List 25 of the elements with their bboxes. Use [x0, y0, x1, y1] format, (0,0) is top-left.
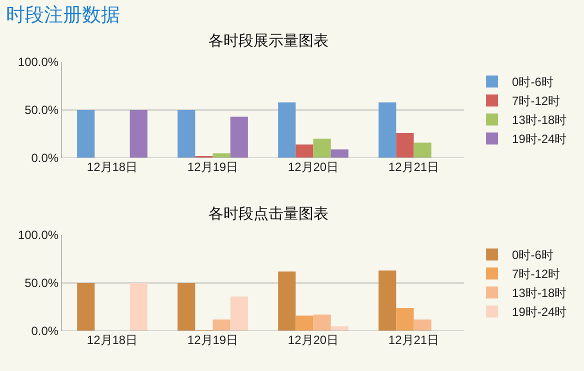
legend-label: 13时-18时: [512, 286, 567, 300]
y-tick-label: 50.0%: [24, 103, 59, 118]
x-tick-label: 12月21日: [388, 160, 440, 174]
x-tick-label: 12月21日: [388, 333, 440, 347]
legend-label: 0时-6时: [512, 248, 554, 262]
chart-title: 各时段点击量图表: [208, 206, 329, 223]
chart-title: 各时段展示量图表: [208, 32, 329, 50]
legend-label: 19时-24时: [512, 305, 567, 320]
legend-label: 13时-18时: [512, 113, 567, 128]
y-tick-label: 0.0%: [31, 151, 59, 166]
legend-label: 0时-6时: [512, 75, 554, 90]
text: 时段注册数据: [5, 3, 121, 28]
legend-label: 19时-24时: [512, 132, 567, 146]
x-tick-label: 12月18日: [86, 333, 138, 347]
x-tick-label: 12月20日: [288, 160, 339, 174]
legend-label: 7时-12时: [512, 267, 560, 282]
x-tick-label: 12月19日: [187, 160, 238, 174]
y-tick-label: 100.0%: [18, 228, 59, 242]
y-tick-label: 50.0%: [24, 276, 59, 290]
x-tick-label: 12月18日: [86, 160, 138, 174]
x-tick-label: 12月20日: [288, 333, 339, 347]
legend-label: 7时-12时: [512, 94, 560, 108]
y-tick-label: 100.0%: [18, 55, 59, 70]
x-tick-label: 12月19日: [187, 333, 238, 347]
y-tick-label: 0.0%: [31, 324, 59, 338]
